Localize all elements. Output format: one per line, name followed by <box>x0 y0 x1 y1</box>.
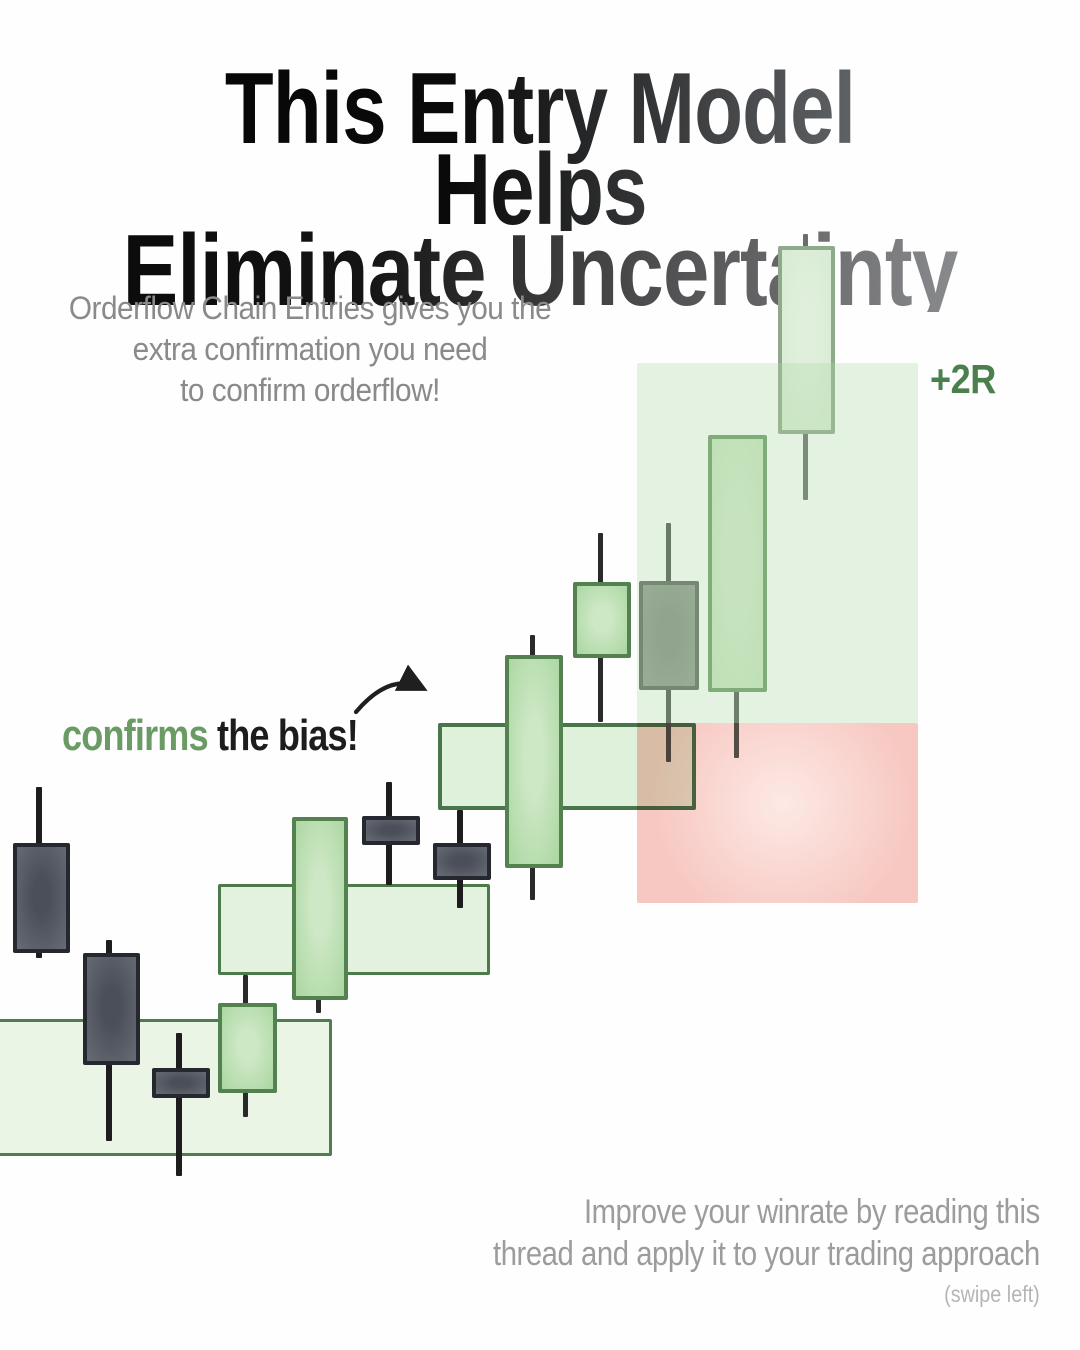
subtitle-line-3: to confirm orderflow! <box>180 372 440 408</box>
zone-target-zone-2r <box>637 363 918 723</box>
candle-body-green <box>292 817 348 1000</box>
subtitle-line-2: extra confirmation you need <box>132 331 488 367</box>
curved-arrow-icon <box>353 664 428 715</box>
candle-body-dark <box>83 953 140 1065</box>
confirms-caption: confirms the bias! <box>62 711 359 761</box>
candle-body-grayLight <box>639 581 699 690</box>
candle-wick <box>176 1033 182 1176</box>
bias-words: the bias! <box>207 711 359 760</box>
confirms-word: confirms <box>62 711 209 760</box>
subtitle-line-1: Orderflow Chain Entries gives you the <box>68 290 552 326</box>
candle-body-green <box>505 655 563 868</box>
candle-body-greenPale <box>708 435 767 692</box>
candle-body-greenPalest <box>778 246 835 434</box>
title-line-1: This Entry Model Helps <box>113 59 966 241</box>
candle-body-dark <box>433 843 491 880</box>
candle-body-dark <box>152 1068 210 1098</box>
footer-line-1: Improve your winrate by reading this <box>584 1193 1040 1231</box>
subtitle: Orderflow Chain Entries gives you the ex… <box>22 288 599 411</box>
footer-caption: Improve your winrate by reading this thr… <box>493 1191 1040 1309</box>
zone-mid-consolidation-zone <box>218 884 490 975</box>
r-multiple-label: +2R <box>930 356 996 402</box>
swipe-hint: (swipe left) <box>944 1281 1040 1307</box>
candle-body-dark <box>13 843 70 953</box>
footer-line-2: thread and apply it to your trading appr… <box>493 1235 1040 1273</box>
candle-body-green <box>218 1003 277 1093</box>
zone-stop-zone-red <box>637 723 918 903</box>
candle-body-green <box>573 582 631 658</box>
candle-body-dark <box>362 816 420 845</box>
